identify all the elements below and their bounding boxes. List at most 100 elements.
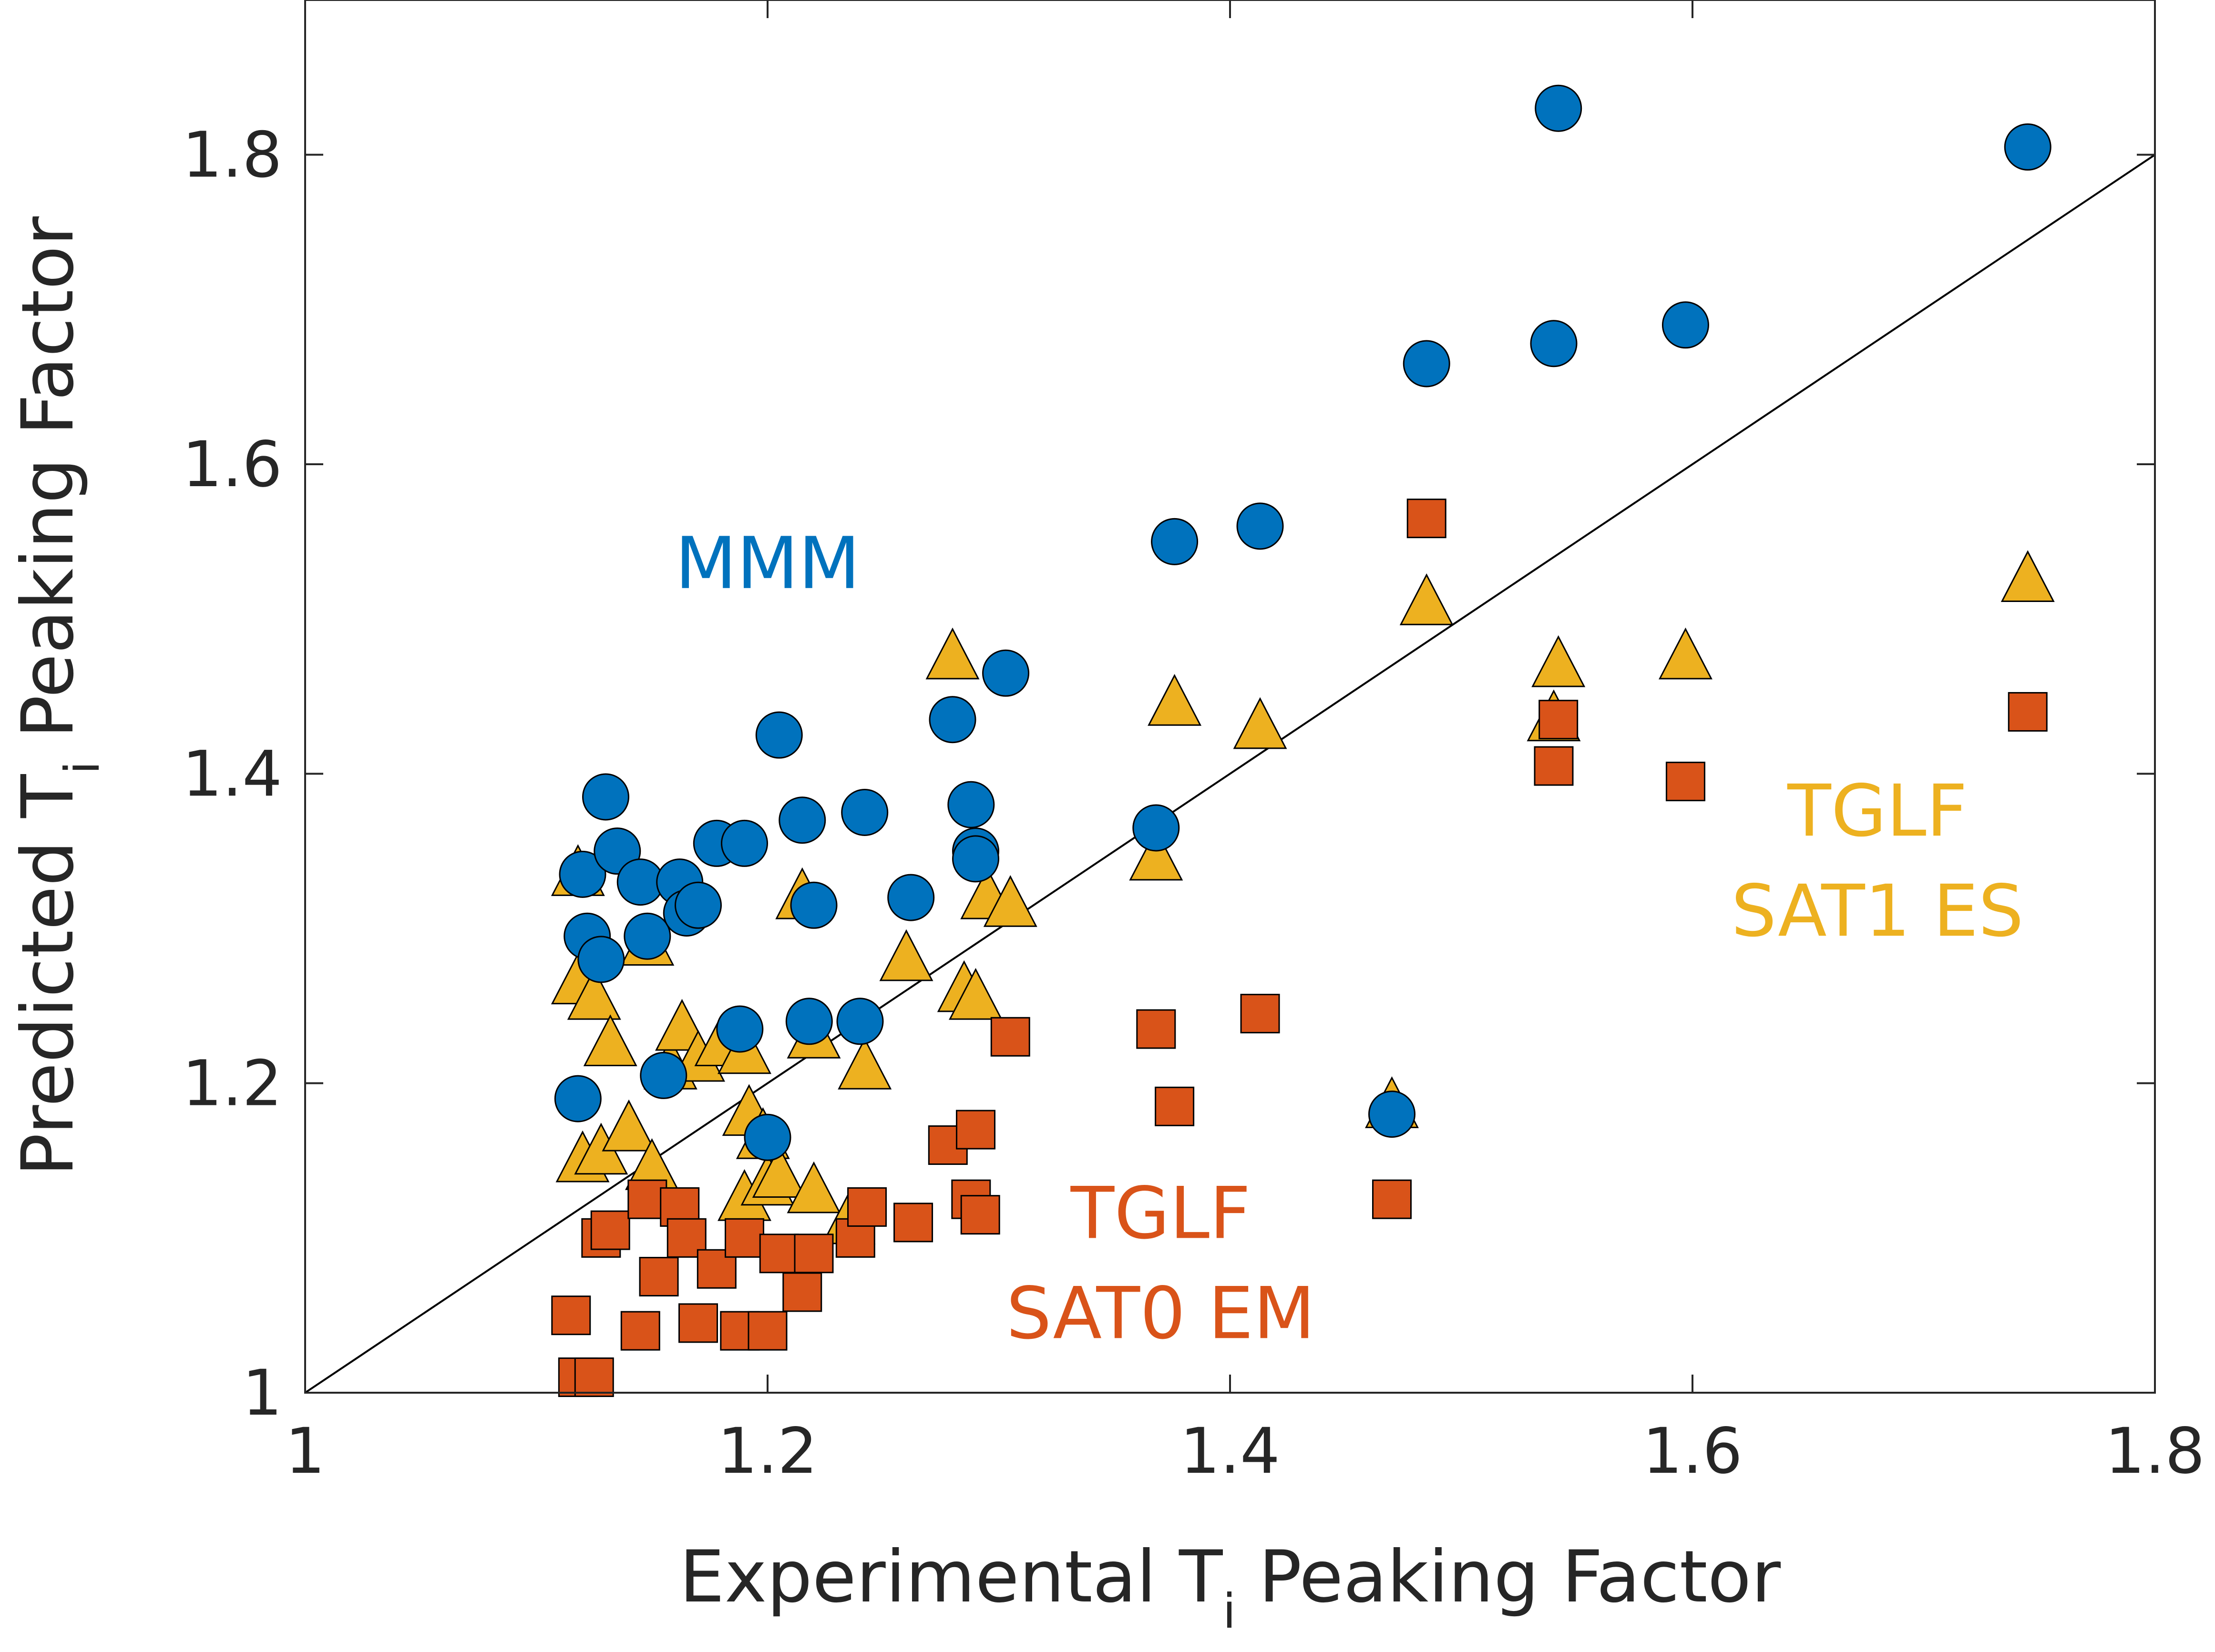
circle-marker <box>1535 84 1582 132</box>
triangle-marker <box>2000 550 2055 602</box>
triangle-marker <box>838 1037 892 1090</box>
circle-marker <box>716 1005 764 1053</box>
circle-marker <box>1368 1091 1415 1138</box>
reference-line <box>304 154 2156 1394</box>
y-tick-label: 1.4 <box>182 737 282 811</box>
circle-marker <box>790 881 838 929</box>
circle-marker <box>2004 123 2051 171</box>
triangle-marker <box>1399 573 1454 625</box>
circle-marker <box>582 773 629 821</box>
series-square-markers <box>551 499 2048 1397</box>
annotations: MMM TGLF SAT1 ES TGLF SAT0 EM <box>675 522 2024 1356</box>
annotation-line: SAT0 EM <box>1006 1272 1315 1355</box>
triangle-marker <box>1233 697 1287 749</box>
square-marker <box>960 1195 1000 1235</box>
triangle-marker <box>752 1146 806 1198</box>
circle-marker <box>1403 340 1450 388</box>
triangle-marker <box>1129 828 1183 881</box>
circle-marker <box>675 881 722 929</box>
circle-marker <box>624 912 671 960</box>
series-annotation: MMM <box>675 522 860 605</box>
square-marker <box>1372 1179 1412 1219</box>
circle-marker <box>554 1075 602 1122</box>
series-circle-markers <box>554 84 2051 1161</box>
square-marker <box>847 1187 887 1227</box>
square-marker <box>956 1110 995 1150</box>
x-tick-label: 1.8 <box>2105 1415 2205 1488</box>
square-marker <box>620 1311 660 1351</box>
x-tick-label: 1.2 <box>718 1415 818 1488</box>
square-marker <box>748 1311 788 1351</box>
data-markers <box>551 84 2055 1397</box>
y-axis-label-main: Predicted T <box>7 774 90 1176</box>
circle-marker <box>640 1051 687 1099</box>
square-marker <box>794 1234 834 1274</box>
y-tick-label: 1.8 <box>182 119 282 192</box>
y-tick-label: 1.2 <box>182 1047 282 1121</box>
square-marker <box>1136 1009 1176 1049</box>
annotation-line: TGLF <box>1787 770 1968 853</box>
triangle-marker <box>1531 635 1586 687</box>
y-tick-label: 1 <box>242 1356 282 1430</box>
circle-marker <box>947 781 995 828</box>
annotation-line: MMM <box>675 522 860 605</box>
square-marker <box>725 1218 764 1258</box>
x-axis-label-suffix: Peaking Factor <box>1236 1536 1781 1619</box>
triangle-marker <box>1148 673 1202 726</box>
annotation-line: SAT1 ES <box>1731 870 2024 953</box>
square-marker <box>893 1203 933 1243</box>
triangle-marker <box>567 968 621 1020</box>
square-marker <box>990 1017 1030 1057</box>
y-axis-label-subscript: i <box>54 761 110 775</box>
circle-marker <box>779 796 826 844</box>
circle-marker <box>721 819 768 867</box>
circle-marker <box>952 835 999 883</box>
square-marker <box>551 1295 591 1336</box>
triangle-marker <box>949 968 1003 1020</box>
x-axis-label-main: Experimental T <box>679 1536 1223 1619</box>
square-marker <box>1406 499 1446 539</box>
square-marker <box>782 1272 822 1312</box>
triangle-marker <box>925 627 980 680</box>
triangle-marker <box>602 1099 656 1152</box>
circle-marker <box>1151 518 1199 565</box>
series-annotation: TGLF SAT1 ES <box>1731 770 2024 953</box>
series-annotation: TGLF SAT0 EM <box>1006 1172 1315 1355</box>
square-marker <box>1665 762 1705 802</box>
circle-marker <box>1530 320 1578 367</box>
circle-marker <box>785 998 833 1045</box>
triangle-marker <box>583 1014 637 1066</box>
square-marker <box>759 1234 799 1274</box>
triangle-marker <box>983 875 1037 927</box>
y-axis-label-suffix: Peaking Factor <box>7 216 90 761</box>
x-axis: 1 1.2 1.4 1.6 1.8 <box>285 0 2205 1488</box>
square-marker <box>590 1210 630 1250</box>
y-axis: 1 1.2 1.4 1.6 1.8 <box>182 119 2155 1430</box>
circle-marker <box>1661 301 1709 349</box>
square-marker <box>2008 692 2048 732</box>
circle-marker <box>577 936 625 983</box>
square-marker <box>1240 994 1280 1034</box>
square-marker <box>1534 746 1574 786</box>
circle-marker <box>1132 804 1180 852</box>
x-tick-label: 1 <box>285 1415 325 1488</box>
x-tick-label: 1.4 <box>1180 1415 1280 1488</box>
x-axis-label-subscript: i <box>1223 1583 1236 1639</box>
square-marker <box>639 1257 679 1296</box>
square-marker <box>1538 700 1579 740</box>
x-tick-label: 1.6 <box>1642 1415 1743 1488</box>
y-tick-label: 1.6 <box>182 428 282 501</box>
circle-marker <box>929 696 976 744</box>
square-marker <box>574 1357 614 1397</box>
square-marker <box>678 1303 718 1343</box>
square-marker <box>1155 1086 1195 1126</box>
triangle-marker <box>879 929 933 981</box>
circle-marker <box>841 789 889 836</box>
circle-marker <box>887 874 935 921</box>
circle-marker <box>744 1113 791 1161</box>
circle-marker <box>836 998 884 1045</box>
x-axis-label: Experimental Ti Peaking Factor <box>679 1536 1781 1639</box>
circle-marker <box>755 711 803 759</box>
annotation-line: TGLF <box>1070 1172 1251 1255</box>
